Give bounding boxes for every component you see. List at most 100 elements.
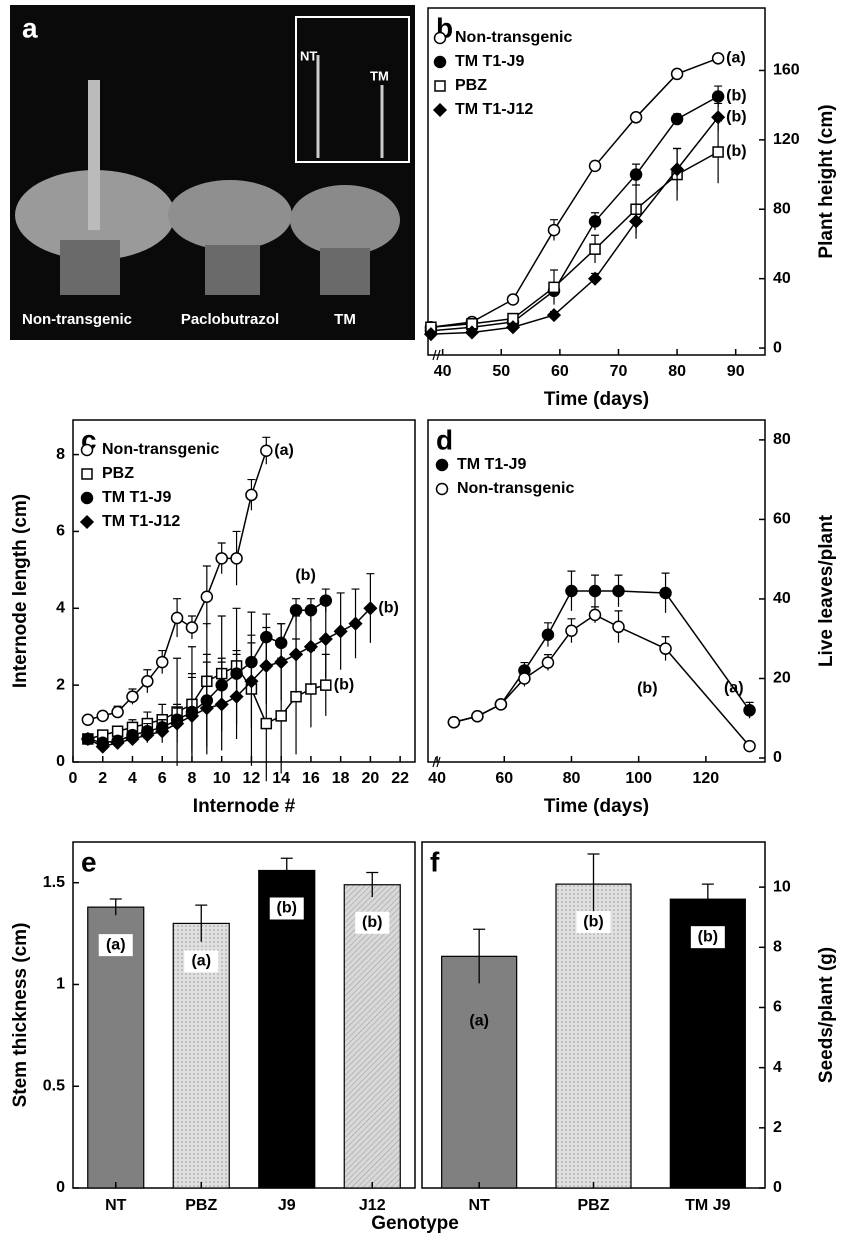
axis-break [432, 756, 437, 768]
marker [289, 603, 303, 617]
marker [743, 704, 756, 717]
marker [155, 655, 169, 669]
marker [229, 689, 244, 704]
y-tick-label: 0 [773, 749, 782, 766]
marker [659, 586, 672, 600]
x-axis-label: Time (days) [544, 389, 649, 410]
x-tick-label: 20 [361, 770, 379, 787]
marker [155, 724, 170, 739]
marker [79, 514, 95, 530]
significance-letter: (a) [469, 1013, 489, 1030]
x-tick-label: 120 [693, 770, 720, 787]
y-tick-label: 2 [56, 676, 65, 693]
marker [275, 710, 287, 722]
y-tick-label: 6 [773, 999, 782, 1016]
marker [588, 608, 602, 622]
y-tick-label: 4 [773, 1059, 782, 1076]
marker [518, 672, 531, 685]
series-line [430, 95, 719, 332]
legend-label: PBZ [102, 465, 134, 482]
letter-box [184, 950, 219, 973]
y-tick-label: 10 [773, 878, 791, 895]
marker [199, 701, 214, 716]
marker [546, 308, 562, 323]
y-axis-label: Live leaves/plant [816, 514, 837, 667]
error-bar [109, 898, 122, 916]
x-tick-label: 10 [213, 770, 231, 787]
x-tick-label: TM J9 [685, 1197, 730, 1214]
y-tick-label: 120 [773, 131, 800, 148]
marker [333, 624, 348, 639]
bar [258, 869, 316, 1189]
significance-letter: (b) [277, 900, 297, 917]
y-tick-label: 60 [773, 511, 791, 528]
marker [629, 214, 644, 229]
x-tick-label: 40 [428, 770, 446, 787]
marker [494, 698, 508, 711]
x-tick-label: 80 [668, 363, 686, 380]
x-tick-label: 16 [302, 770, 320, 787]
pot [320, 248, 370, 295]
legend-label: TM T1-J9 [102, 489, 171, 506]
y-tick-label: 40 [773, 270, 791, 287]
y-tick-label: 20 [773, 670, 791, 687]
legend-label: TM T1-J12 [102, 513, 180, 530]
letter-box [576, 911, 611, 934]
x-tick-label: 14 [272, 770, 290, 787]
y-tick-label: 80 [773, 200, 791, 217]
significance-letter: (b) [334, 676, 354, 693]
legend-label: PBZ [455, 77, 487, 94]
marker [259, 658, 274, 673]
legend-label: TM T1-J9 [457, 456, 526, 473]
axis-break [436, 756, 441, 768]
marker [423, 327, 438, 342]
marker [447, 715, 461, 729]
inset-label: NT [300, 48, 317, 63]
y-tick-label: 0 [56, 753, 65, 770]
bar [555, 883, 632, 1189]
x-tick-label: 4 [128, 770, 137, 787]
y-tick-label: 0 [773, 1179, 782, 1196]
x-tick-label: 100 [625, 770, 652, 787]
marker [711, 52, 725, 65]
photo-panel: a NT TM Non-transgenic Paclobutrazol TM [10, 5, 415, 340]
marker [140, 728, 155, 743]
letter-box [355, 911, 390, 934]
y-tick-label: 40 [773, 590, 791, 607]
marker [629, 111, 643, 124]
marker [125, 731, 140, 747]
x-axis-label: Internode # [193, 796, 296, 817]
marker [185, 621, 199, 634]
y-tick-label: 0.5 [43, 1077, 65, 1094]
x-tick-label: 0 [69, 770, 78, 787]
x-tick-label: NT [105, 1197, 127, 1214]
plot-frame [72, 841, 416, 1189]
marker [589, 243, 601, 255]
marker [320, 679, 332, 691]
marker [612, 620, 625, 634]
significance-letter: (a) [191, 953, 211, 970]
axis-break [436, 349, 441, 361]
marker [215, 552, 228, 565]
marker [260, 444, 273, 457]
marker [505, 320, 521, 335]
caption: TM [334, 311, 356, 328]
marker [670, 162, 685, 177]
x-tick-label: PBZ [578, 1197, 610, 1214]
significance-letter: (b) [726, 88, 746, 105]
marker [126, 690, 139, 703]
significance-letter: (a) [724, 680, 744, 697]
y-axis-label: Plant height (cm) [816, 104, 837, 258]
marker [435, 482, 449, 496]
significance-letter: (b) [698, 928, 718, 945]
marker [318, 631, 333, 647]
legend-label: Non-transgenic [455, 29, 572, 46]
x-tick-label: 60 [495, 770, 513, 787]
panel-letter: d [436, 424, 453, 455]
panel-letter: e [81, 846, 97, 877]
x-tick-label: NT [469, 1197, 491, 1214]
panel-letter: a [22, 12, 38, 43]
significance-letter: (b) [583, 913, 603, 930]
x-tick-label: 6 [158, 770, 167, 787]
